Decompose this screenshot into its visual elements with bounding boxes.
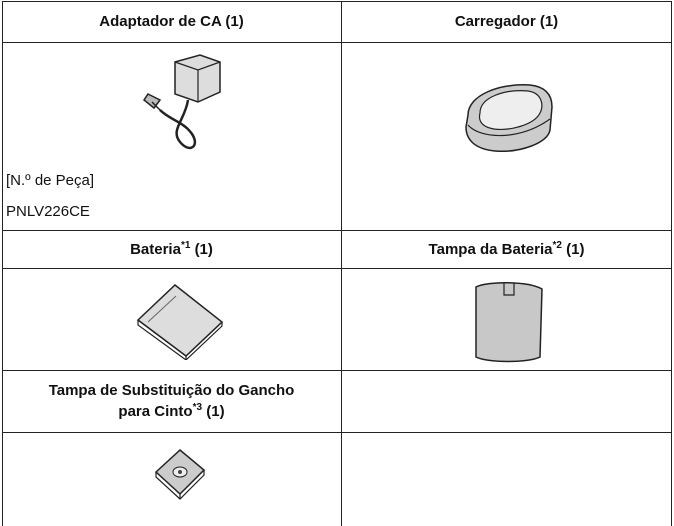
battery-icon: [136, 284, 224, 360]
header-line: para Cinto*3 (1): [118, 401, 224, 422]
rule: [2, 268, 672, 269]
charger-icon: [465, 84, 553, 152]
header-text: Bateria: [130, 240, 181, 258]
footnote-mark: *3: [192, 402, 203, 413]
footnote-mark: *1: [180, 239, 191, 251]
header-text: Tampa da Bateria: [428, 240, 553, 258]
belt-clip-cover-icon: [154, 449, 206, 500]
quantity: (1): [206, 403, 225, 420]
header-text: Carregador (1): [454, 13, 559, 30]
header-line: Bateria*1 (1): [130, 239, 213, 260]
ac-adapter-icon: [142, 54, 221, 150]
quantity: (1): [566, 240, 585, 258]
rule: [341, 1, 342, 526]
rule: [2, 1, 672, 2]
rule: [2, 230, 672, 231]
header-cell: Bateria*1 (1): [2, 230, 341, 268]
rule: [2, 1, 3, 526]
header-text: para Cinto: [118, 403, 193, 420]
header-line: Tampa de Substituição do Gancho: [48, 382, 295, 399]
header-cell: Carregador (1): [341, 1, 672, 42]
battery-cover-icon: [475, 281, 543, 363]
rule: [2, 432, 672, 433]
rule: [2, 42, 672, 43]
rule: [2, 370, 672, 371]
footnote-mark: *2: [552, 239, 562, 251]
header-cell: Adaptador de CA (1): [2, 1, 341, 42]
header-line: Tampa da Bateria*2 (1): [429, 239, 585, 260]
part-number: PNLV226CE: [6, 203, 90, 220]
header-cell: Tampa da Bateria*2 (1): [341, 230, 672, 268]
part-label: [N.º de Peça]: [6, 172, 95, 189]
rule: [671, 1, 672, 526]
quantity: (1): [194, 240, 213, 258]
header-cell: Tampa de Substituição do Gancho para Cin…: [2, 370, 341, 432]
header-text: Adaptador de CA (1): [99, 13, 244, 30]
